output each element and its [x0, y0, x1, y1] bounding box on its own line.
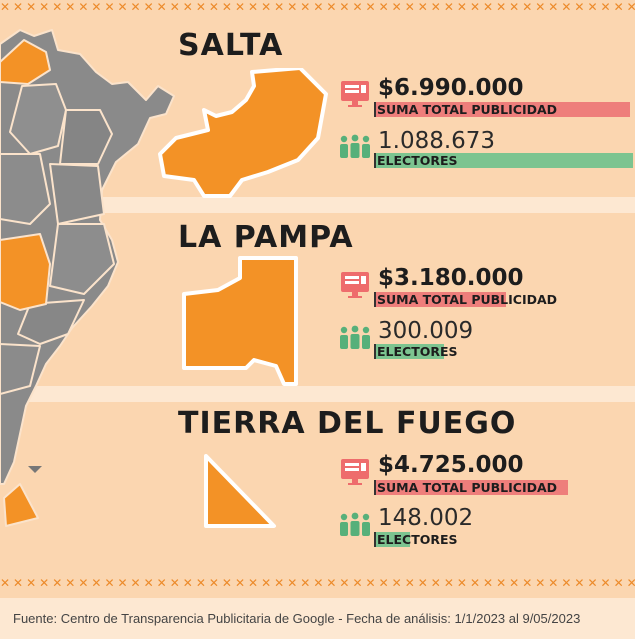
electors-bar-fill [374, 532, 410, 547]
electors-bar-fill [374, 344, 444, 359]
map-region-gray [49, 163, 105, 225]
electors-bar: ELECTORES [374, 532, 464, 547]
amount-bar: SUMA TOTAL PUBLICIDAD [374, 292, 564, 307]
amount-label: SUMA TOTAL PUBLICIDAD [377, 102, 558, 117]
section-separator [0, 386, 635, 402]
electors-label: ELECTORES [377, 532, 458, 547]
amount-value: $3.180.000 [378, 265, 524, 291]
electors-label: ELECTORES [377, 153, 458, 168]
monitor-icon [341, 459, 369, 485]
amount-value: $4.725.000 [378, 452, 524, 478]
region-title: LA PAMPA [178, 220, 354, 255]
amount-bar-fill [374, 102, 630, 117]
map-region-gray [59, 109, 113, 165]
people-icon [340, 512, 370, 536]
map-region-gray [17, 299, 85, 345]
province-shape-tierra-del-fuego [204, 454, 276, 528]
region-title: SALTA [178, 28, 284, 63]
amount-bar-fill [374, 480, 568, 495]
monitor-icon [341, 272, 369, 298]
amount-label: SUMA TOTAL PUBLICIDAD [377, 292, 558, 307]
amount-bar: SUMA TOTAL PUBLICIDAD [374, 102, 630, 117]
province-shape-salta [158, 68, 328, 198]
electors-value: 148.002 [378, 505, 474, 531]
map-region-gray [9, 83, 67, 155]
decorative-cross-strip-top: ✕✕✕✕✕✕✕✕✕✕✕✕✕✕✕✕✕✕✕✕✕✕✕✕✕✕✕✕✕✕✕✕✕✕✕✕✕✕✕✕… [0, 0, 635, 14]
electors-bar-fill [374, 153, 633, 168]
amount-value: $6.990.000 [378, 75, 524, 101]
monitor-icon [341, 81, 369, 107]
amount-bar: SUMA TOTAL PUBLICIDAD [374, 480, 568, 495]
map-region-gray [0, 343, 41, 395]
map-region-highlight [3, 483, 39, 527]
map-region-gray [0, 153, 51, 225]
argentina-map [0, 29, 175, 527]
amount-bar-fill [374, 292, 506, 307]
map-region-highlight [0, 233, 51, 311]
people-icon [340, 134, 370, 158]
electors-bar: ELECTORES [374, 153, 633, 168]
region-title: TIERRA DEL FUEGO [178, 406, 517, 441]
map-region-gray [49, 223, 115, 295]
electors-bar: ELECTORES [374, 344, 464, 359]
map-marker [28, 466, 42, 473]
map-region-highlight [0, 39, 51, 85]
electors-value: 1.088.673 [378, 128, 496, 154]
amount-label: SUMA TOTAL PUBLICIDAD [377, 480, 558, 495]
electors-label: ELECTORES [377, 344, 458, 359]
province-shape-la-pampa [182, 256, 298, 386]
people-icon [340, 325, 370, 349]
decorative-cross-strip-bottom: ✕✕✕✕✕✕✕✕✕✕✕✕✕✕✕✕✕✕✕✕✕✕✕✕✕✕✕✕✕✕✕✕✕✕✕✕✕✕✕✕… [0, 576, 635, 590]
footer-source: Fuente: Centro de Transparencia Publicit… [0, 598, 635, 639]
footer-source-text: Fuente: Centro de Transparencia Publicit… [13, 611, 581, 626]
section-separator [0, 197, 635, 213]
electors-value: 300.009 [378, 318, 474, 344]
